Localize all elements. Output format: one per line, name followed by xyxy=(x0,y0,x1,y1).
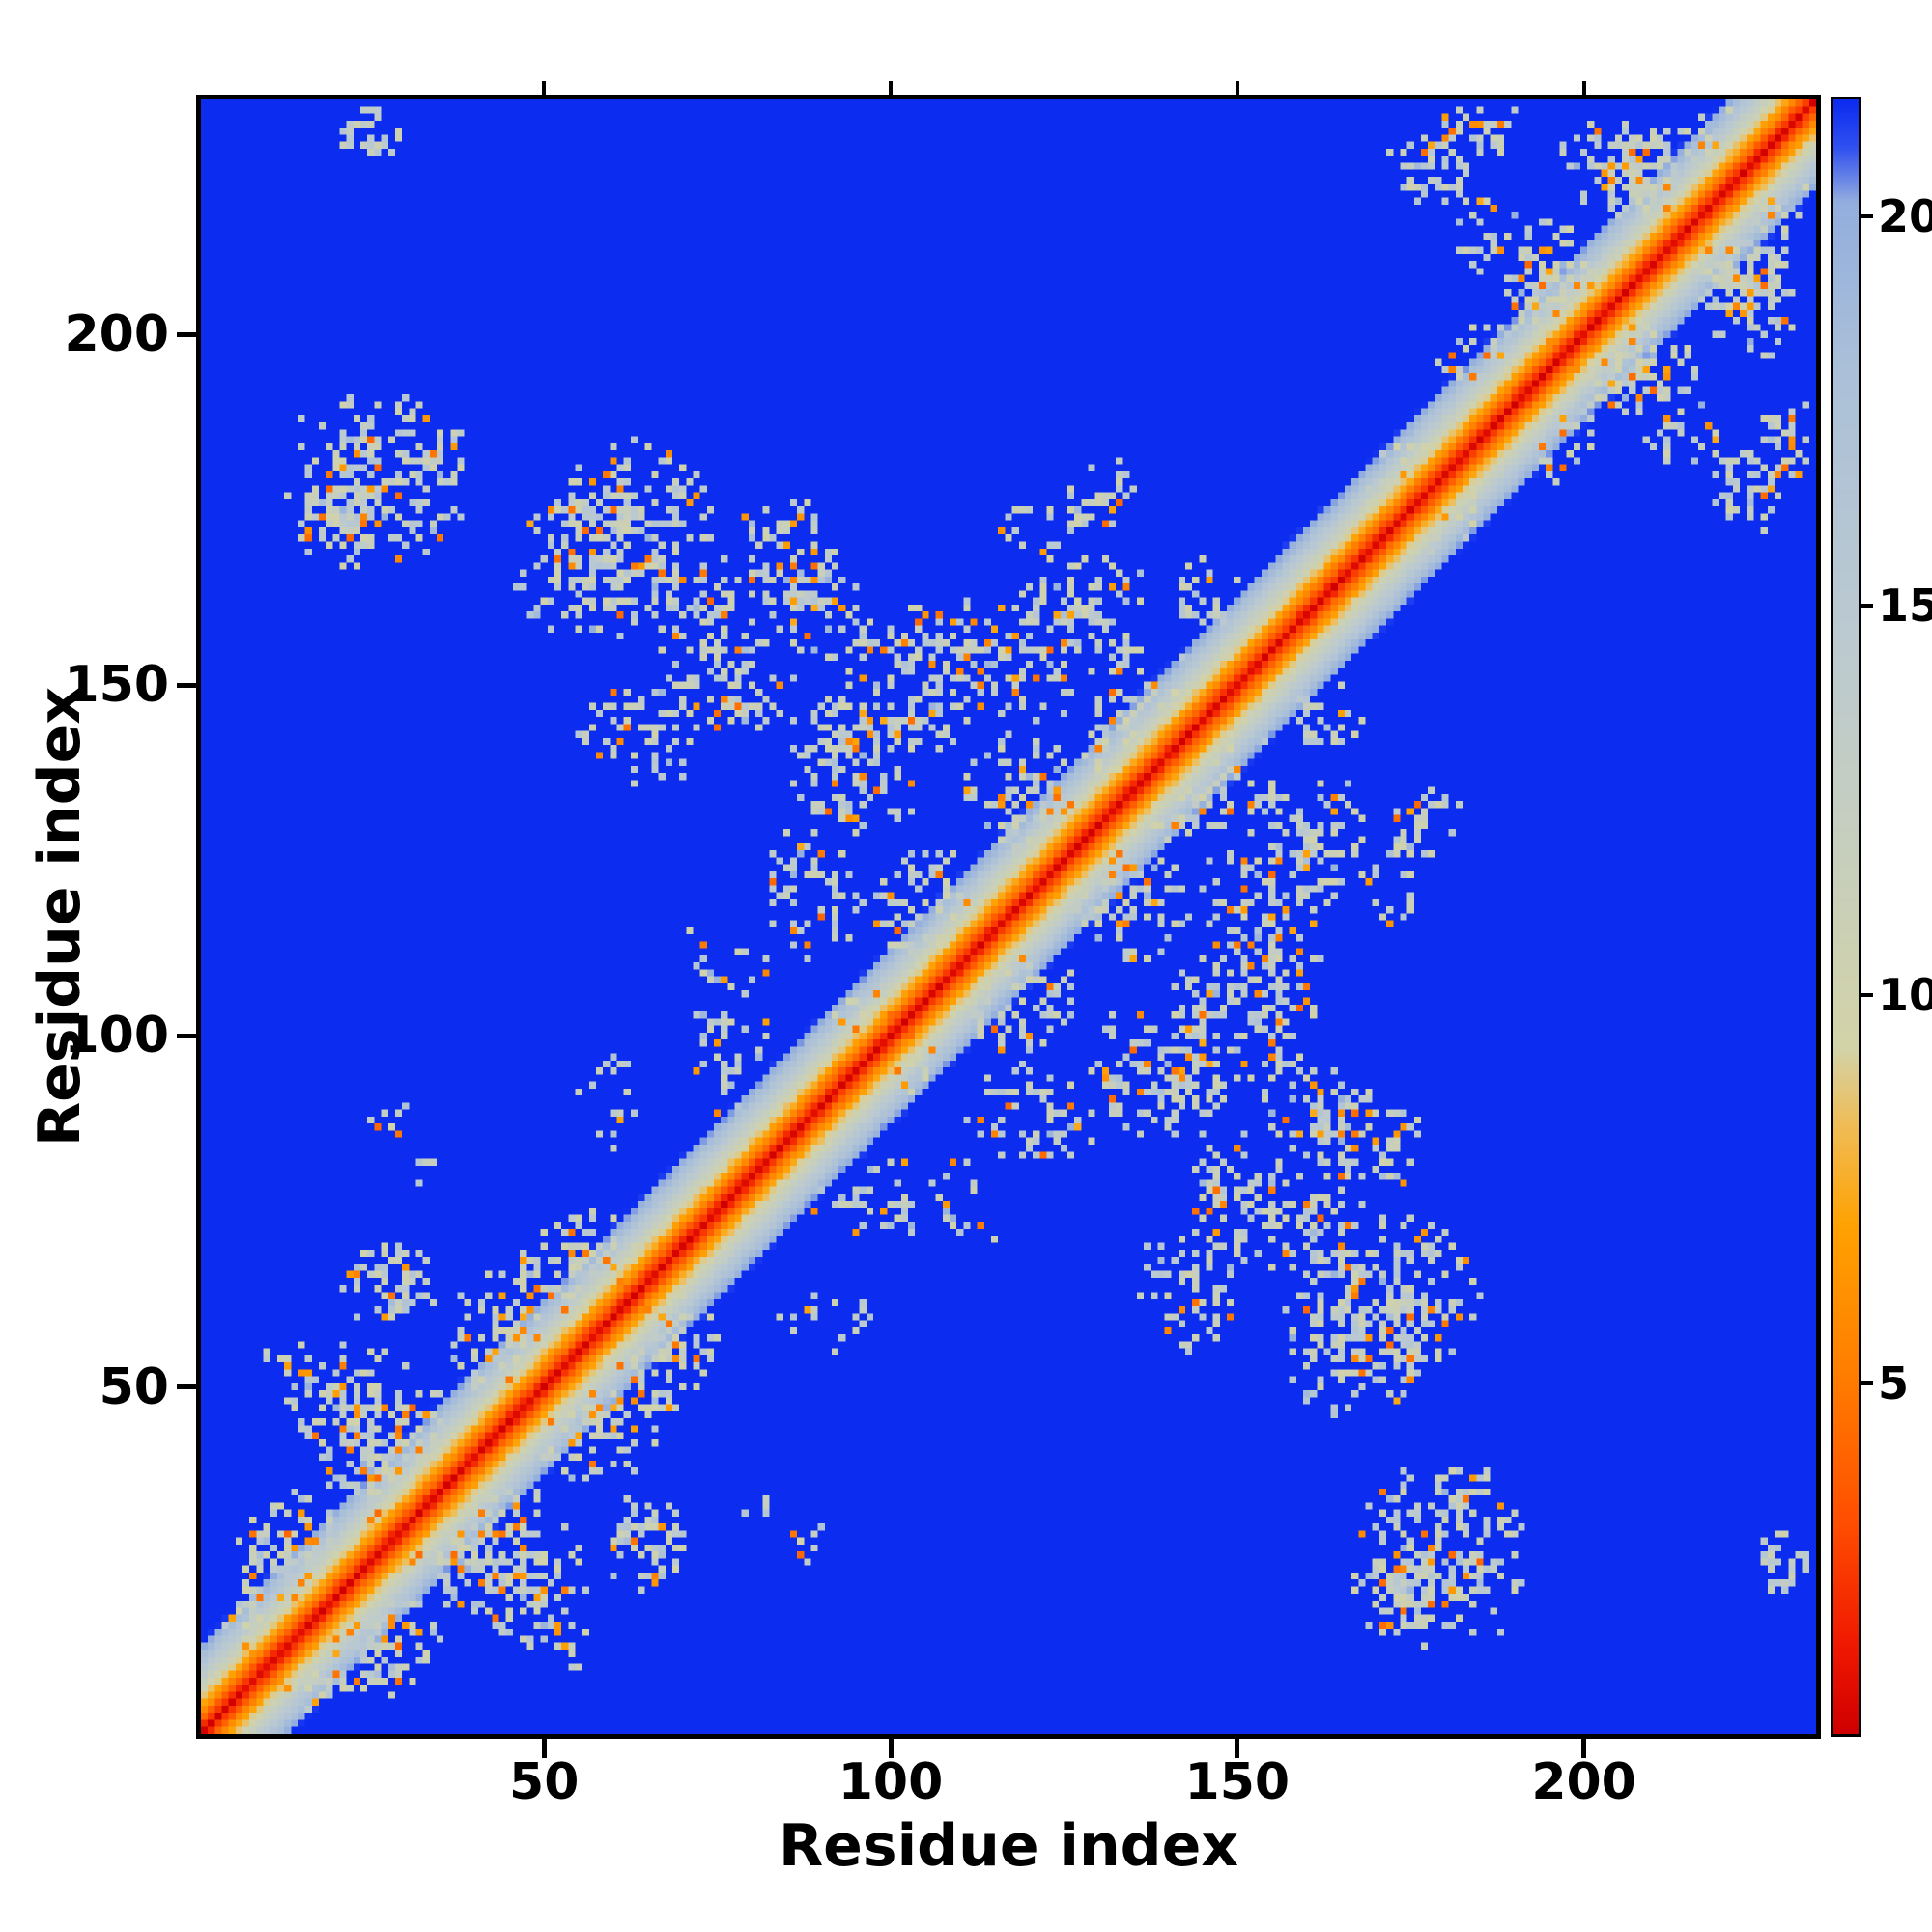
y-axis-tick-label: 100 xyxy=(64,1007,169,1065)
x-axis-tick-label: 100 xyxy=(838,1753,944,1811)
x-axis-top-tick-mark xyxy=(1581,81,1586,95)
y-axis-tick-mark xyxy=(177,682,196,688)
colorbar-tick-label: 20 xyxy=(1878,189,1932,242)
heatmap-plot-area xyxy=(196,95,1821,1739)
y-axis-tick-label: 150 xyxy=(64,656,169,715)
colorbar-tick-label: 10 xyxy=(1878,968,1932,1021)
x-axis-label: Residue index xyxy=(778,1812,1239,1880)
colorbar-tick-label: 5 xyxy=(1878,1357,1910,1410)
y-axis-label: Residue index xyxy=(26,686,94,1148)
x-axis-tick-mark xyxy=(1581,1739,1587,1758)
y-axis-tick-label: 50 xyxy=(99,1357,169,1416)
x-axis-tick-mark xyxy=(541,1739,547,1758)
colorbar-tick-mark xyxy=(1861,213,1873,218)
y-axis-tick-mark xyxy=(177,1384,196,1390)
x-axis-tick-label: 200 xyxy=(1531,1753,1636,1811)
colorbar-tick-label: 15 xyxy=(1878,579,1932,632)
x-axis-tick-mark xyxy=(1235,1739,1240,1758)
colorbar-tick-mark xyxy=(1861,603,1873,608)
x-axis-tick-label: 50 xyxy=(509,1753,580,1811)
x-axis-tick-label: 150 xyxy=(1184,1753,1291,1811)
colorbar xyxy=(1831,97,1861,1737)
y-axis-tick-mark xyxy=(177,331,196,337)
colorbar-canvas xyxy=(1833,99,1859,1734)
y-axis-tick-label: 200 xyxy=(64,305,169,364)
x-axis-top-tick-mark xyxy=(542,81,547,95)
x-axis-tick-mark xyxy=(888,1739,894,1758)
heatmap-canvas xyxy=(201,99,1816,1734)
y-axis-tick-mark xyxy=(177,1033,196,1038)
x-axis-top-tick-mark xyxy=(1235,81,1239,95)
colorbar-tick-mark xyxy=(1861,1381,1873,1386)
x-axis-top-tick-mark xyxy=(889,81,893,95)
colorbar-tick-mark xyxy=(1861,992,1873,997)
